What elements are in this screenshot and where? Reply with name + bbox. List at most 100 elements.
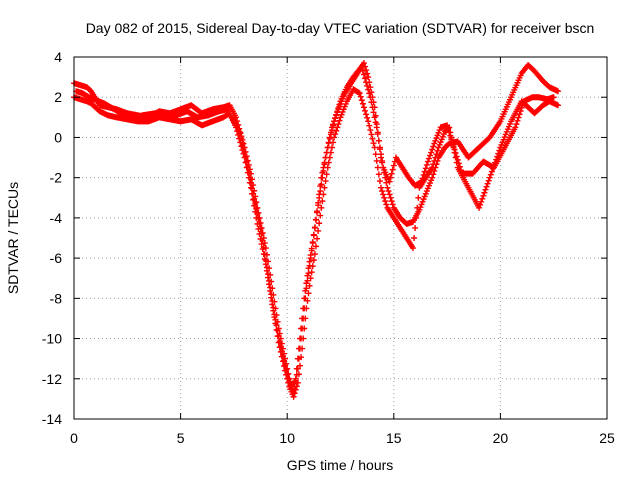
data-point (482, 186, 489, 193)
data-point (363, 111, 370, 118)
data-point (322, 154, 329, 161)
data-point (411, 235, 418, 241)
data-point (255, 215, 262, 222)
data-point (266, 277, 273, 284)
data-point (319, 198, 326, 205)
data-point (284, 371, 291, 378)
data-point (366, 90, 373, 97)
data-point (286, 378, 293, 385)
data-point (389, 201, 396, 208)
data-point (257, 219, 264, 226)
data-point (418, 178, 425, 185)
data-point (309, 263, 316, 270)
data-point (356, 90, 363, 97)
data-point (455, 160, 462, 167)
data-point (362, 107, 369, 114)
data-point (360, 60, 367, 67)
data-point (358, 64, 365, 71)
data-point (370, 109, 377, 116)
data-point (373, 124, 380, 131)
data-point (385, 188, 392, 195)
x-tick-label: 10 (279, 430, 295, 446)
data-point (326, 134, 333, 141)
data-point (306, 282, 313, 289)
data-point (369, 135, 376, 142)
data-point (296, 362, 303, 369)
data-point (452, 149, 459, 156)
data-point (304, 297, 311, 304)
data-point (256, 220, 263, 227)
data-point (258, 241, 265, 248)
data-point (254, 210, 261, 217)
data-point (299, 315, 306, 322)
data-point (246, 174, 253, 181)
data-point (484, 180, 491, 187)
data-point (267, 284, 274, 291)
data-point (513, 121, 520, 128)
y-tick-label: -8 (50, 290, 63, 306)
data-point (331, 118, 338, 125)
data-point (308, 269, 315, 276)
data-point (429, 164, 436, 171)
data-point (496, 147, 503, 154)
data-point (309, 239, 316, 246)
data-point (376, 178, 383, 185)
data-point (365, 86, 372, 93)
y-tick-label: 0 (54, 129, 62, 145)
data-point (240, 144, 247, 151)
data-point (300, 305, 307, 312)
data-point (332, 131, 339, 138)
grid (74, 57, 607, 419)
data-point (317, 188, 324, 195)
data-point (316, 194, 323, 201)
data-point (379, 157, 386, 164)
data-point (328, 124, 335, 131)
data-point (285, 375, 292, 382)
data-point (298, 325, 305, 332)
y-tick-label: -10 (42, 331, 62, 347)
data-point (275, 332, 282, 339)
plot-frame (73, 56, 608, 420)
data-point (481, 189, 488, 196)
data-point (516, 111, 523, 118)
data-point (307, 252, 314, 259)
data-point (324, 144, 331, 151)
chart-title: Day 082 of 2015, Sidereal Day-to-day VTE… (86, 20, 595, 36)
data-point (433, 151, 440, 158)
data-point (292, 386, 299, 393)
data-point (429, 146, 436, 153)
data-point (376, 144, 383, 151)
data-point (259, 237, 266, 244)
data-point (378, 184, 385, 191)
data-point (430, 143, 437, 150)
data-point (242, 153, 249, 160)
data-point (362, 75, 369, 82)
data-point (324, 164, 331, 171)
data-point (476, 204, 483, 211)
data-point (314, 235, 321, 242)
data-point (253, 205, 260, 212)
data-points (71, 60, 561, 400)
data-point (293, 365, 300, 372)
data-point (434, 147, 441, 154)
data-point (268, 291, 275, 298)
data-point (554, 88, 561, 95)
data-point (413, 214, 420, 221)
data-point (446, 129, 453, 136)
data-point (420, 171, 427, 178)
data-point (294, 355, 301, 362)
data-point (265, 271, 272, 278)
data-point (290, 393, 297, 400)
data-point (384, 184, 391, 191)
data-point (388, 198, 395, 205)
data-point (281, 357, 288, 364)
data-point (334, 109, 341, 116)
data-point (423, 161, 430, 168)
data-point (483, 183, 490, 190)
data-point (319, 174, 326, 181)
data-point (245, 169, 252, 176)
y-tick-label: -12 (42, 371, 62, 387)
data-point (364, 70, 371, 77)
data-point (327, 129, 334, 136)
data-point (365, 74, 372, 81)
